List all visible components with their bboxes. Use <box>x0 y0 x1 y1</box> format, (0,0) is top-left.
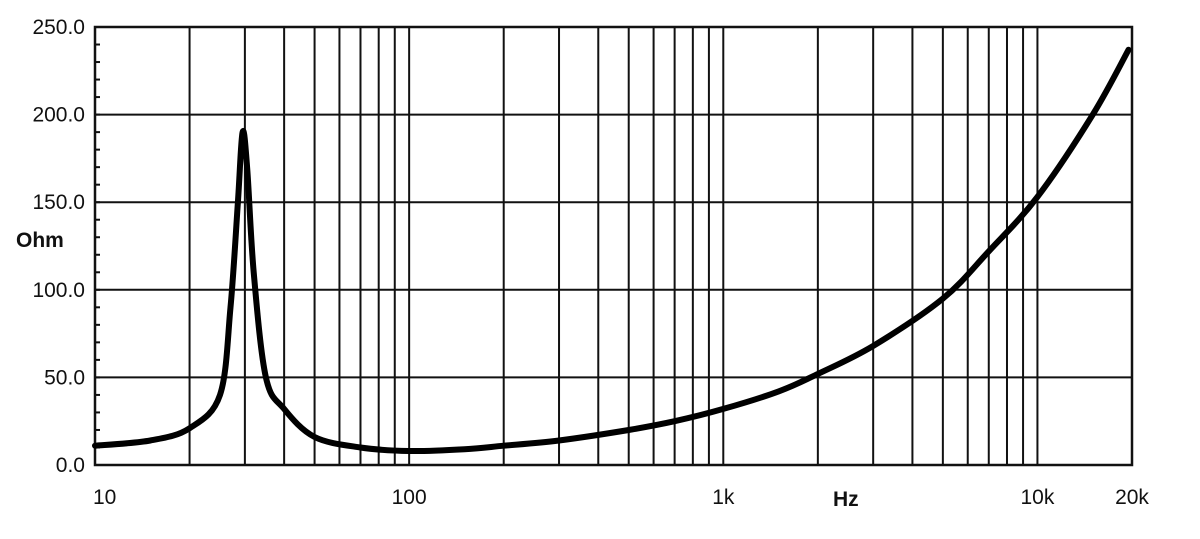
y-tick-label: 0.0 <box>56 454 85 477</box>
x-tick-labels: 10 100 1k 10k 20k <box>93 486 1149 509</box>
x-tick-label: 20k <box>1115 486 1149 509</box>
y-tick-label: 100.0 <box>32 279 85 302</box>
y-tick-label: 250.0 <box>32 16 85 39</box>
x-tick-label: 100 <box>392 486 427 509</box>
series-layer <box>92 46 1132 455</box>
x-tick-label: 1k <box>712 486 735 509</box>
y-tick-label: 150.0 <box>32 191 85 214</box>
grid <box>95 26 1132 466</box>
y-axis-label: Ohm <box>16 229 64 252</box>
y-tick-label: 50.0 <box>44 366 85 389</box>
plot-frame <box>93 25 1134 467</box>
x-tick-label: 10k <box>1021 486 1055 509</box>
y-tick-labels: 0.0 50.0 100.0 150.0 200.0 250.0 <box>32 16 85 477</box>
impedance-curve-series-0 <box>92 46 1132 455</box>
x-tick-label: 10 <box>93 486 116 509</box>
x-axis-label: Hz <box>833 488 859 511</box>
y-tick-label: 200.0 <box>32 104 85 127</box>
